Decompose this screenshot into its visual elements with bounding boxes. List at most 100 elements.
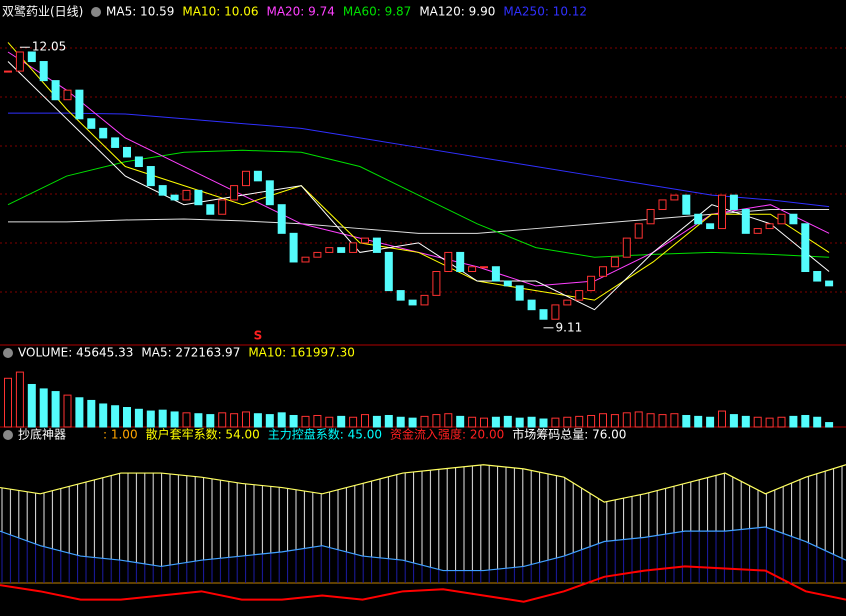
volume-bar [801, 414, 810, 428]
candle-up [646, 208, 655, 225]
volume-bar [575, 415, 584, 428]
candle-down [123, 146, 131, 158]
candle-down [408, 299, 417, 306]
stock-title: 双鹭药业(日线) [2, 4, 83, 19]
volume-bar [253, 413, 262, 428]
candle-down [146, 166, 155, 187]
volume-bar [456, 415, 465, 428]
candle-down [253, 170, 262, 182]
hatch-band [0, 527, 846, 583]
volume-bar [218, 412, 227, 428]
volume-bar [408, 417, 417, 428]
volume-bar [27, 383, 36, 428]
candle-down [289, 232, 298, 263]
candle-down [75, 89, 84, 120]
candle-down [170, 194, 179, 201]
volume-bar [265, 414, 274, 428]
readout: 市场筹码总量: 76.00 [512, 427, 626, 442]
candle-up [622, 237, 631, 258]
candle-up [182, 189, 191, 201]
candle-up [599, 266, 607, 277]
candle-up [420, 294, 429, 306]
volume-bar [134, 408, 143, 428]
candle-up [301, 256, 310, 263]
candle-down [539, 309, 548, 320]
volume-bar [337, 415, 346, 428]
candle-up [4, 70, 12, 73]
volume-bar [587, 414, 596, 428]
candle-up [361, 237, 369, 244]
candle-up [658, 199, 667, 210]
candle-down [277, 204, 286, 234]
volume-bar [4, 377, 12, 428]
readout: VOLUME: 45645.33 [18, 346, 133, 360]
candle-down [337, 247, 346, 253]
volume-bar [182, 412, 191, 428]
candle-down [789, 213, 798, 225]
volume-bar [87, 399, 96, 428]
readout: MA10: 10.06 [182, 5, 258, 19]
candle-up [313, 251, 322, 258]
candle-down [503, 280, 512, 287]
candle-down [456, 251, 465, 273]
indicator-line [0, 526, 846, 572]
candle-down [741, 208, 750, 234]
volume-bar [563, 416, 572, 428]
candle-up [765, 223, 774, 230]
candle-up [610, 256, 619, 268]
candle-down [87, 118, 96, 129]
candle-up [551, 304, 560, 320]
candle-down [706, 223, 715, 230]
readout: : 1.00 [103, 428, 138, 442]
candle-down [813, 271, 822, 282]
candle-up [634, 223, 643, 239]
volume-bar [706, 416, 715, 428]
panel-icon[interactable] [91, 7, 101, 17]
volume-bar [111, 405, 120, 428]
volume-bar [515, 417, 524, 428]
candle-up [575, 290, 584, 301]
readout: 主力控盘系数: 45.00 [268, 427, 382, 442]
volume-bar [99, 403, 108, 428]
volume-bar [539, 418, 548, 428]
volume-bar [123, 407, 131, 428]
volume-bar [206, 414, 215, 428]
panel-icon[interactable] [3, 430, 13, 440]
candle-up [230, 185, 239, 201]
candle-down [384, 251, 393, 292]
volume-bar [527, 416, 536, 428]
indicator-line [0, 464, 846, 503]
ma-line [8, 208, 830, 234]
volume-bar [194, 413, 203, 428]
volume-bar [729, 414, 738, 428]
volume-bar [718, 410, 726, 428]
candle-down [134, 156, 143, 168]
high-label: 12.05 [32, 40, 66, 54]
hatch-band [0, 464, 846, 571]
volume-bar [599, 413, 607, 428]
volume-bar [634, 411, 643, 428]
volume-bar [277, 412, 286, 428]
panel-icon[interactable] [3, 348, 13, 358]
readout: MA10: 161997.30 [248, 346, 355, 360]
candle-up [777, 213, 786, 225]
volume-bar [480, 417, 488, 428]
volume-bar [420, 415, 429, 428]
candle-down [527, 299, 536, 311]
volume-bar [158, 409, 167, 428]
candle-up [563, 299, 572, 306]
readout: MA5: 10.59 [106, 5, 174, 19]
volume-bar [753, 416, 762, 428]
candle-down [39, 61, 48, 82]
candle-down [515, 285, 524, 301]
volume-bar [789, 415, 798, 428]
volume-bar [551, 417, 560, 428]
candle-up [63, 89, 72, 101]
candle-down [27, 51, 36, 63]
candle-up [242, 170, 250, 187]
indicator-title: 抄底神器 [18, 427, 66, 442]
candle-down [194, 189, 203, 206]
candle-down [158, 185, 167, 196]
candle-down [265, 180, 274, 206]
